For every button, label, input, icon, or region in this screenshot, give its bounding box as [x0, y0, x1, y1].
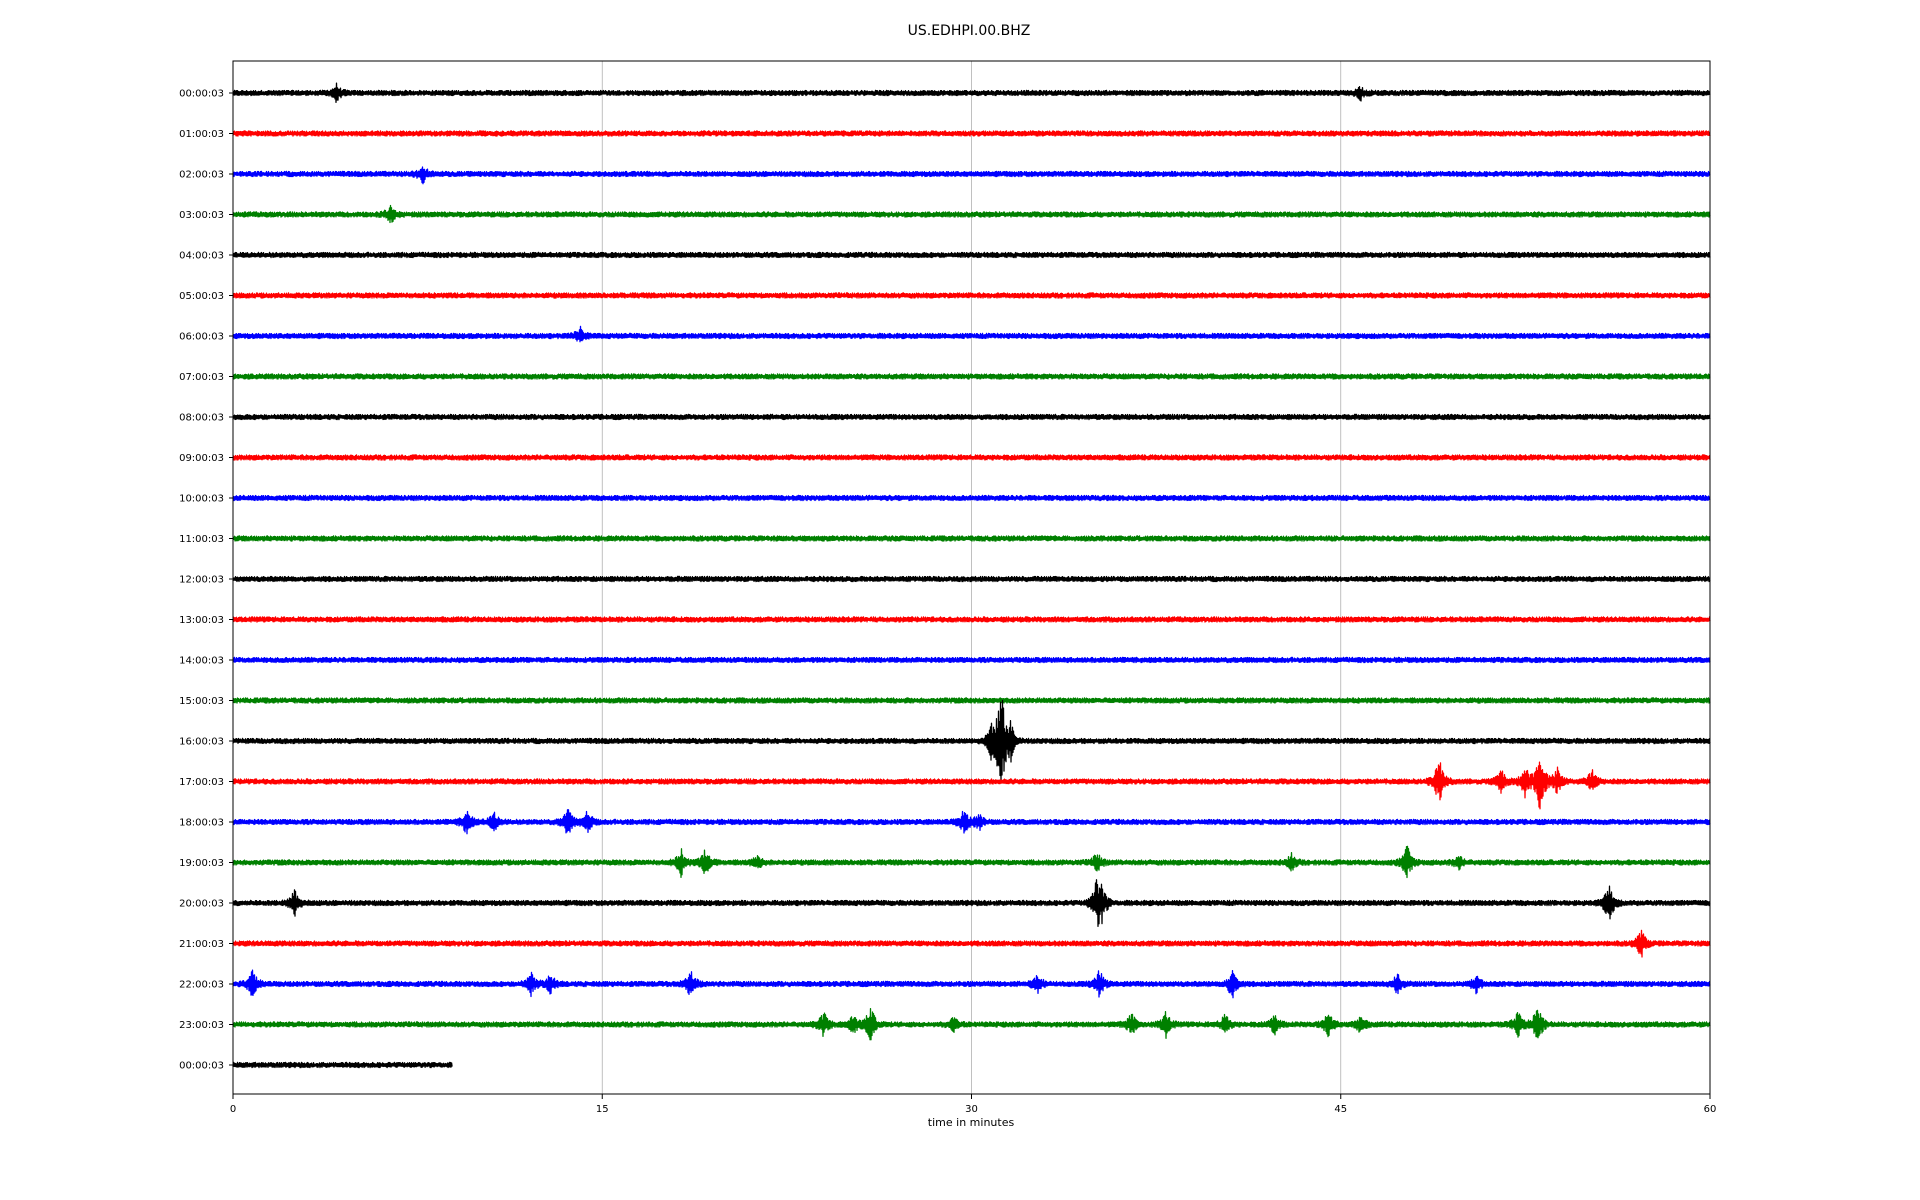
trace-row-21 [232, 929, 1711, 958]
trace-row-5 [232, 292, 1711, 299]
row-label-2: 02:00:03 [179, 170, 224, 181]
trace-row-8 [232, 413, 1711, 421]
row-label-11: 11:00:03 [179, 534, 224, 545]
trace-row-24 [232, 1061, 453, 1069]
trace-row-4 [232, 251, 1711, 259]
x-tick-label-0: 0 [230, 1104, 236, 1115]
trace-row-14 [232, 656, 1711, 664]
row-label-22: 22:00:03 [179, 980, 224, 991]
x-axis-label: time in minutes [928, 1116, 1015, 1129]
row-label-14: 14:00:03 [179, 656, 224, 667]
trace-row-0 [232, 82, 1711, 103]
row-label-16: 16:00:03 [179, 737, 224, 748]
trace-row-1 [232, 130, 1711, 137]
trace-row-12 [232, 575, 1711, 583]
row-label-23: 23:00:03 [179, 1020, 224, 1031]
row-label-12: 12:00:03 [179, 575, 224, 586]
trace-row-7 [232, 373, 1711, 380]
trace-row-15 [232, 697, 1711, 704]
row-label-4: 04:00:03 [179, 251, 224, 262]
x-tick-label-45: 45 [1334, 1104, 1347, 1115]
trace-row-22 [232, 969, 1711, 999]
trace-row-10 [232, 494, 1711, 502]
x-tick-label-15: 15 [596, 1104, 609, 1115]
row-label-15: 15:00:03 [179, 696, 224, 707]
row-label-19: 19:00:03 [179, 858, 224, 869]
row-label-0: 00:00:03 [179, 89, 224, 100]
row-label-18: 18:00:03 [179, 818, 224, 829]
x-tick-label-60: 60 [1704, 1104, 1717, 1115]
row-label-21: 21:00:03 [179, 939, 224, 950]
trace-row-19 [232, 845, 1711, 879]
row-label-6: 06:00:03 [179, 332, 224, 343]
trace-row-6 [232, 325, 1711, 343]
row-label-13: 13:00:03 [179, 615, 224, 626]
row-label-17: 17:00:03 [179, 777, 224, 788]
row-label-20: 20:00:03 [179, 899, 224, 910]
row-label-1: 01:00:03 [179, 129, 224, 140]
row-label-24: 00:00:03 [179, 1061, 224, 1072]
traces [232, 82, 1711, 1069]
trace-row-13 [232, 616, 1711, 623]
row-label-5: 05:00:03 [179, 291, 224, 302]
row-label-3: 03:00:03 [179, 210, 224, 221]
trace-row-9 [232, 454, 1711, 461]
trace-row-18 [232, 809, 1711, 835]
trace-row-2 [232, 166, 1711, 185]
row-label-9: 09:00:03 [179, 453, 224, 464]
trace-row-23 [232, 1007, 1711, 1041]
trace-row-17 [232, 761, 1711, 810]
row-labels: 00:00:03 01:00:03 02:00:03 03:00:03 04:00:03… [179, 89, 233, 1072]
row-label-10: 10:00:03 [179, 494, 224, 505]
x-axis-ticks: 0 15 30 45 60 [230, 1094, 1717, 1115]
trace-row-3 [232, 204, 1711, 224]
row-label-7: 07:00:03 [179, 372, 224, 383]
trace-row-11 [232, 535, 1711, 542]
chart-title: US.EDHPI.00.BHZ [908, 23, 1031, 39]
row-label-8: 08:00:03 [179, 413, 224, 424]
trace-row-20 [232, 879, 1711, 928]
x-tick-label-30: 30 [965, 1104, 978, 1115]
trace-row-16 [232, 700, 1711, 783]
